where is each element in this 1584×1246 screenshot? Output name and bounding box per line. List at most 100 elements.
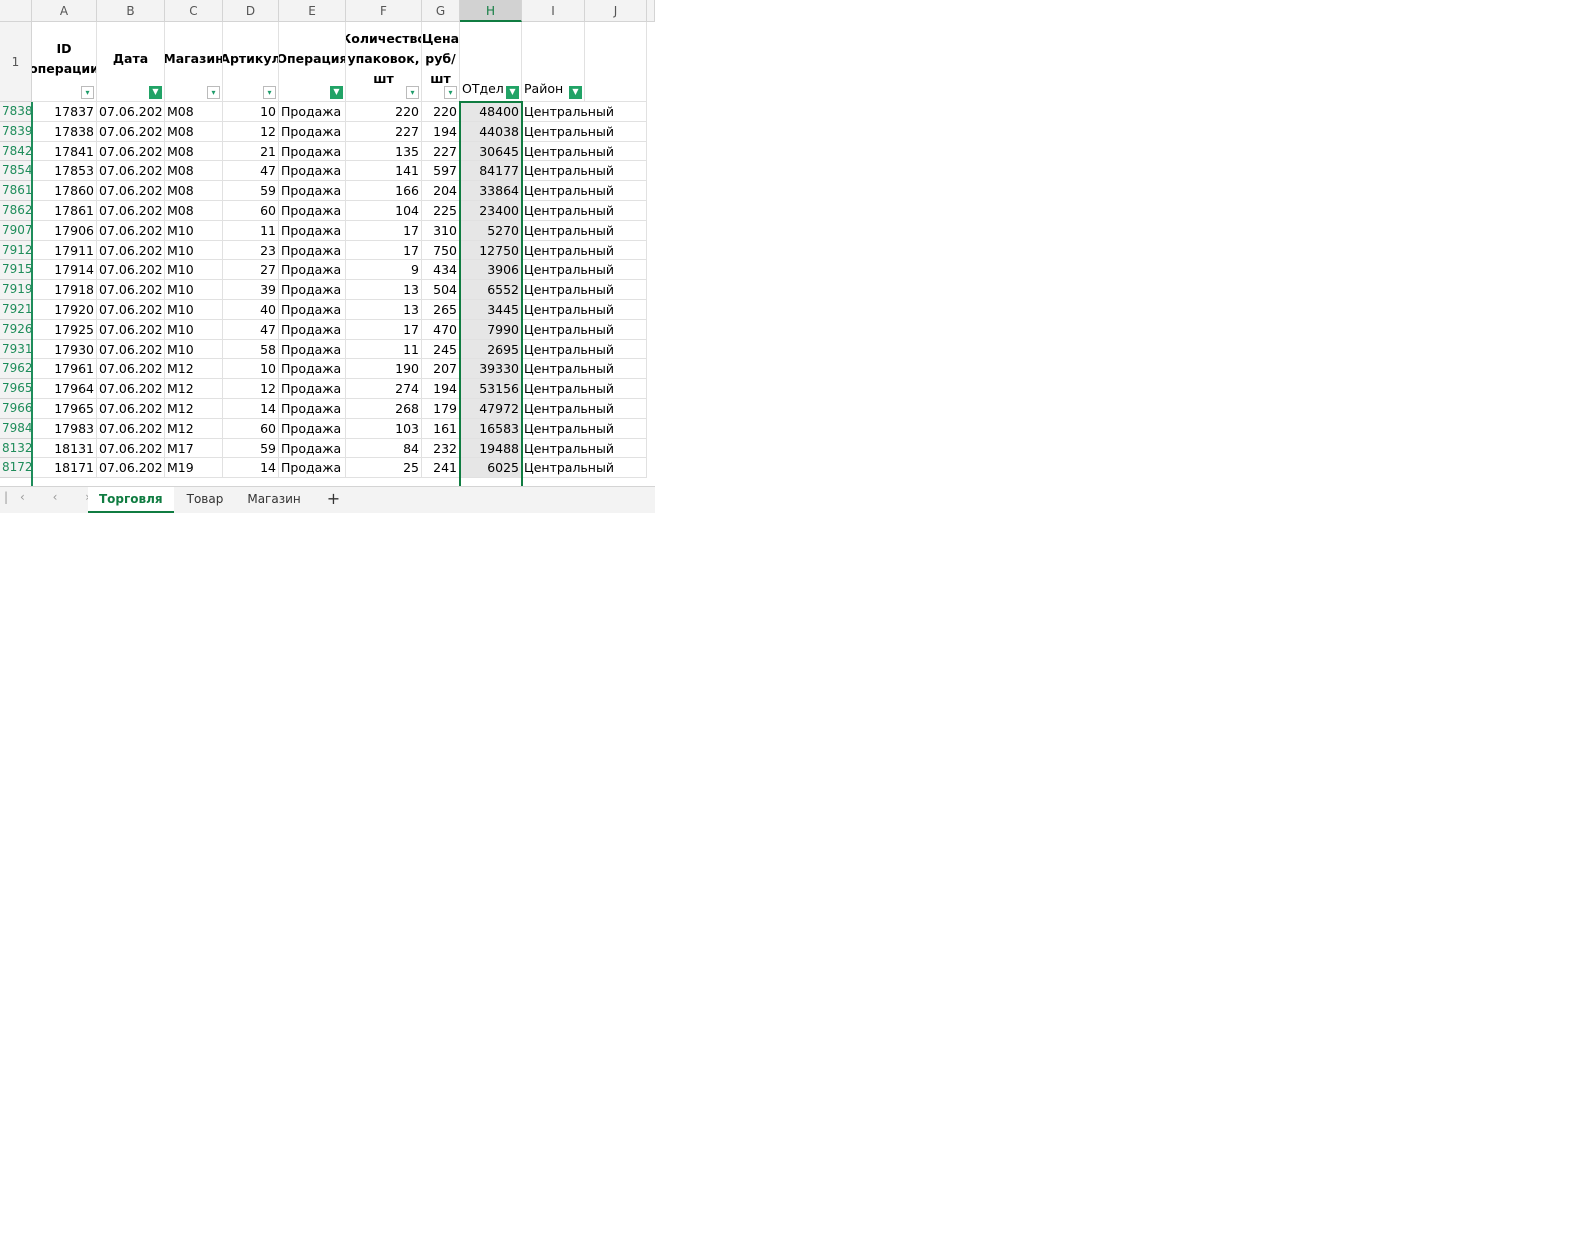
cell: 25 [346,458,422,479]
cell: Центральный [522,399,614,419]
row-number: 7862 [0,201,32,221]
cell: 07.06.2021 [97,260,165,281]
cell [585,102,647,122]
cell: 07.06.2021 [97,359,165,380]
cell: 13 [346,300,422,320]
row-number: 7984 [0,418,32,439]
header-cell: Количество упаковок, шт [346,22,422,102]
filter-button[interactable]: ▼ [149,86,162,99]
filter-button[interactable]: ▾ [81,86,94,99]
cell: 268 [346,399,422,419]
sheet-tab[interactable]: Магазин [247,492,301,506]
sheet-tab[interactable]: Торговля [88,487,174,513]
filter-button[interactable]: ▾ [406,86,419,99]
cell: 220 [346,102,422,122]
cell: Продажа [279,339,346,360]
cell: 11 [346,339,422,360]
sheet-tabs: |‹ ‹ › ›| Торговля Товар Магазин + [0,486,655,513]
header-text: ID операции [32,40,97,76]
add-sheet-button[interactable]: + [326,489,341,508]
cell: 39330 [460,359,522,380]
column-header [647,0,655,22]
cell: Продажа [279,102,346,122]
cell: M10 [165,240,223,261]
cell: 19488 [460,438,522,459]
cell: 274 [346,379,422,399]
cell: 17983 [32,418,97,439]
cell: 17906 [32,220,97,241]
cell: 27 [223,260,279,281]
cell: 07.06.2021 [97,220,165,241]
filter-button[interactable]: ▾ [263,86,276,99]
cell: Центральный [522,340,614,360]
cell: M17 [165,438,223,459]
cell: Продажа [279,438,346,459]
cell: M12 [165,399,223,419]
filter-button[interactable]: ▾ [207,86,220,99]
header-cell: Артикул [223,22,279,102]
column-header[interactable]: F [346,0,422,22]
cell: 07.06.2021 [97,300,165,320]
filter-button[interactable]: ▾ [444,86,457,99]
column-header[interactable]: A [32,0,97,22]
cell: 40 [223,300,279,320]
cell: Продажа [279,319,346,340]
filter-button[interactable]: ▼ [569,86,582,99]
cell: 241 [422,458,460,479]
cell: Центральный [522,181,614,201]
cell: 17838 [32,121,97,142]
column-header[interactable]: D [223,0,279,22]
cell: 13 [346,280,422,300]
row-number: 7931 [0,339,32,360]
header-cell: ID операции [32,22,97,102]
column-header[interactable]: C [165,0,223,22]
cell: 204 [422,181,460,201]
cell: 6552 [460,280,522,300]
cell: 17853 [32,161,97,182]
cell: 17920 [32,300,97,320]
cell: 207 [422,359,460,380]
column-header[interactable]: G [422,0,460,22]
cell: 17918 [32,280,97,300]
cell: M12 [165,379,223,399]
cell [585,300,647,320]
column-header[interactable]: B [97,0,165,22]
filter-button[interactable]: ▼ [330,86,343,99]
cell: Центральный [522,320,614,340]
cell: 103 [346,418,422,439]
cell [585,181,647,201]
cell: M10 [165,280,223,300]
column-header[interactable]: I [522,0,585,22]
cell: 07.06.2021 [97,141,165,162]
cell: Центральный [522,260,614,281]
cell: 60 [223,418,279,439]
cell: Центральный [522,359,614,380]
sheet-tab[interactable]: Товар [186,492,224,506]
cell: 58 [223,339,279,360]
cell: 245 [422,339,460,360]
row-number: 7907 [0,220,32,241]
cell: 17914 [32,260,97,281]
cell: 17925 [32,319,97,340]
cell: 18171 [32,458,97,479]
cell: 07.06.2021 [97,458,165,479]
row-number: 7839 [0,121,32,142]
header-text: Операция [279,50,346,66]
cell: 310 [422,220,460,241]
cell: Продажа [279,300,346,320]
header-cell: Район [522,22,585,102]
cell: 179 [422,399,460,419]
column-header[interactable]: J [585,0,647,22]
cell: 21 [223,141,279,162]
cell: 59 [223,438,279,459]
cell: 597 [422,161,460,182]
cell: M10 [165,220,223,241]
cell: 17964 [32,379,97,399]
column-header[interactable]: E [279,0,346,22]
cell: 166 [346,181,422,201]
cell: 12 [223,379,279,399]
filter-button[interactable]: ▼ [506,86,519,99]
header-text: Артикул [223,50,279,66]
column-header[interactable]: H [460,0,522,22]
cell: 07.06.2021 [97,319,165,340]
